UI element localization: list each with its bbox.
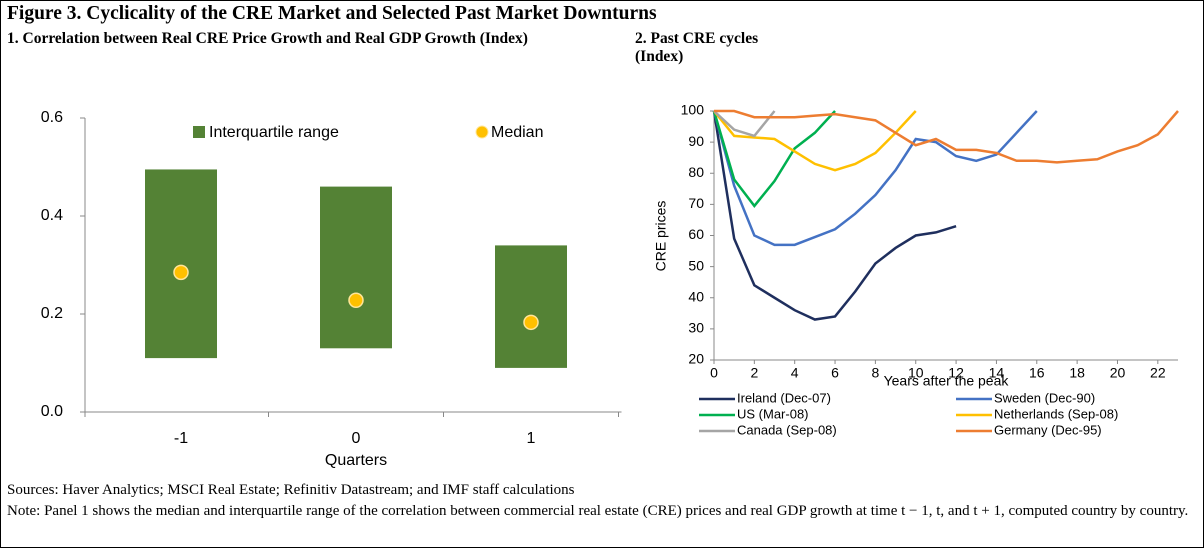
legend-label: Median [491,124,543,141]
legend-swatch [475,125,489,139]
y-tick-label: 0.6 [41,109,63,126]
x-tick-label: 0 [710,365,718,381]
y-tick-label: 70 [688,195,704,211]
y-tick-label: 90 [688,133,704,149]
x-axis-label: Years after the peak [884,373,1010,389]
range-bar [320,186,392,349]
y-tick-label: 30 [688,320,704,336]
note: Note: Panel 1 shows the median and inter… [7,503,1189,519]
series-line [713,110,917,172]
legend-label: Interquartile range [209,124,339,141]
x-tick-label: 10 [908,365,924,381]
x-tick-label: 1 [527,430,536,447]
legend-label: US (Mar-08) [737,406,809,421]
x-tick-label: 14 [989,365,1005,381]
range-bar [495,245,567,368]
series-line [713,110,776,138]
x-tick-label: 22 [1150,365,1166,381]
legend-label: Netherlands (Sep-08) [994,406,1118,421]
legend-label: Canada (Sep-08) [737,422,837,437]
y-tick-label: 40 [688,288,704,304]
x-tick-label: 2 [750,365,758,381]
x-tick-label: 16 [1029,365,1045,381]
figure-title: Figure 3. Cyclicality of the CRE Market … [7,3,657,24]
x-tick-label: 12 [948,365,964,381]
y-tick-label: 0.2 [41,305,63,322]
legend-label: Germany (Dec-95) [994,422,1102,437]
y-tick-label: 50 [688,257,704,273]
legend-swatch [193,126,205,138]
legend-label: Ireland (Dec-07) [737,390,831,405]
y-tick-label: 100 [681,102,705,118]
y-tick-label: 0.4 [41,207,63,224]
x-tick-label: 8 [871,365,879,381]
series-line [712,110,1038,247]
y-tick-label: 60 [688,226,704,242]
x-tick-label: 0 [352,430,361,447]
y-tick-label: 0.0 [41,403,63,420]
legend-label: Sweden (Dec-90) [994,390,1095,405]
y-tick-label: 20 [688,351,704,367]
median-dot [523,314,539,331]
median-dot [348,292,364,309]
panel-title: 1. Correlation between Real CRE Price Gr… [7,30,528,47]
x-tick-label: -1 [174,430,188,447]
x-tick-label: 4 [791,365,799,381]
series-line [712,110,957,321]
series-line [714,109,1179,164]
series-line [712,110,836,208]
x-tick-label: 18 [1069,365,1085,381]
y-tick-label: 80 [688,164,704,180]
x-tick-label: 6 [831,365,839,381]
panel-title: 2. Past CRE cycles (Index) [635,30,759,65]
range-bar [145,169,217,359]
x-tick-label: 20 [1110,365,1126,381]
sources: Sources: Haver Analytics; MSCI Real Esta… [7,482,575,498]
median-dot [173,264,189,281]
x-axis-label: Quarters [325,452,387,469]
y-axis-label: CRE prices [653,201,669,272]
